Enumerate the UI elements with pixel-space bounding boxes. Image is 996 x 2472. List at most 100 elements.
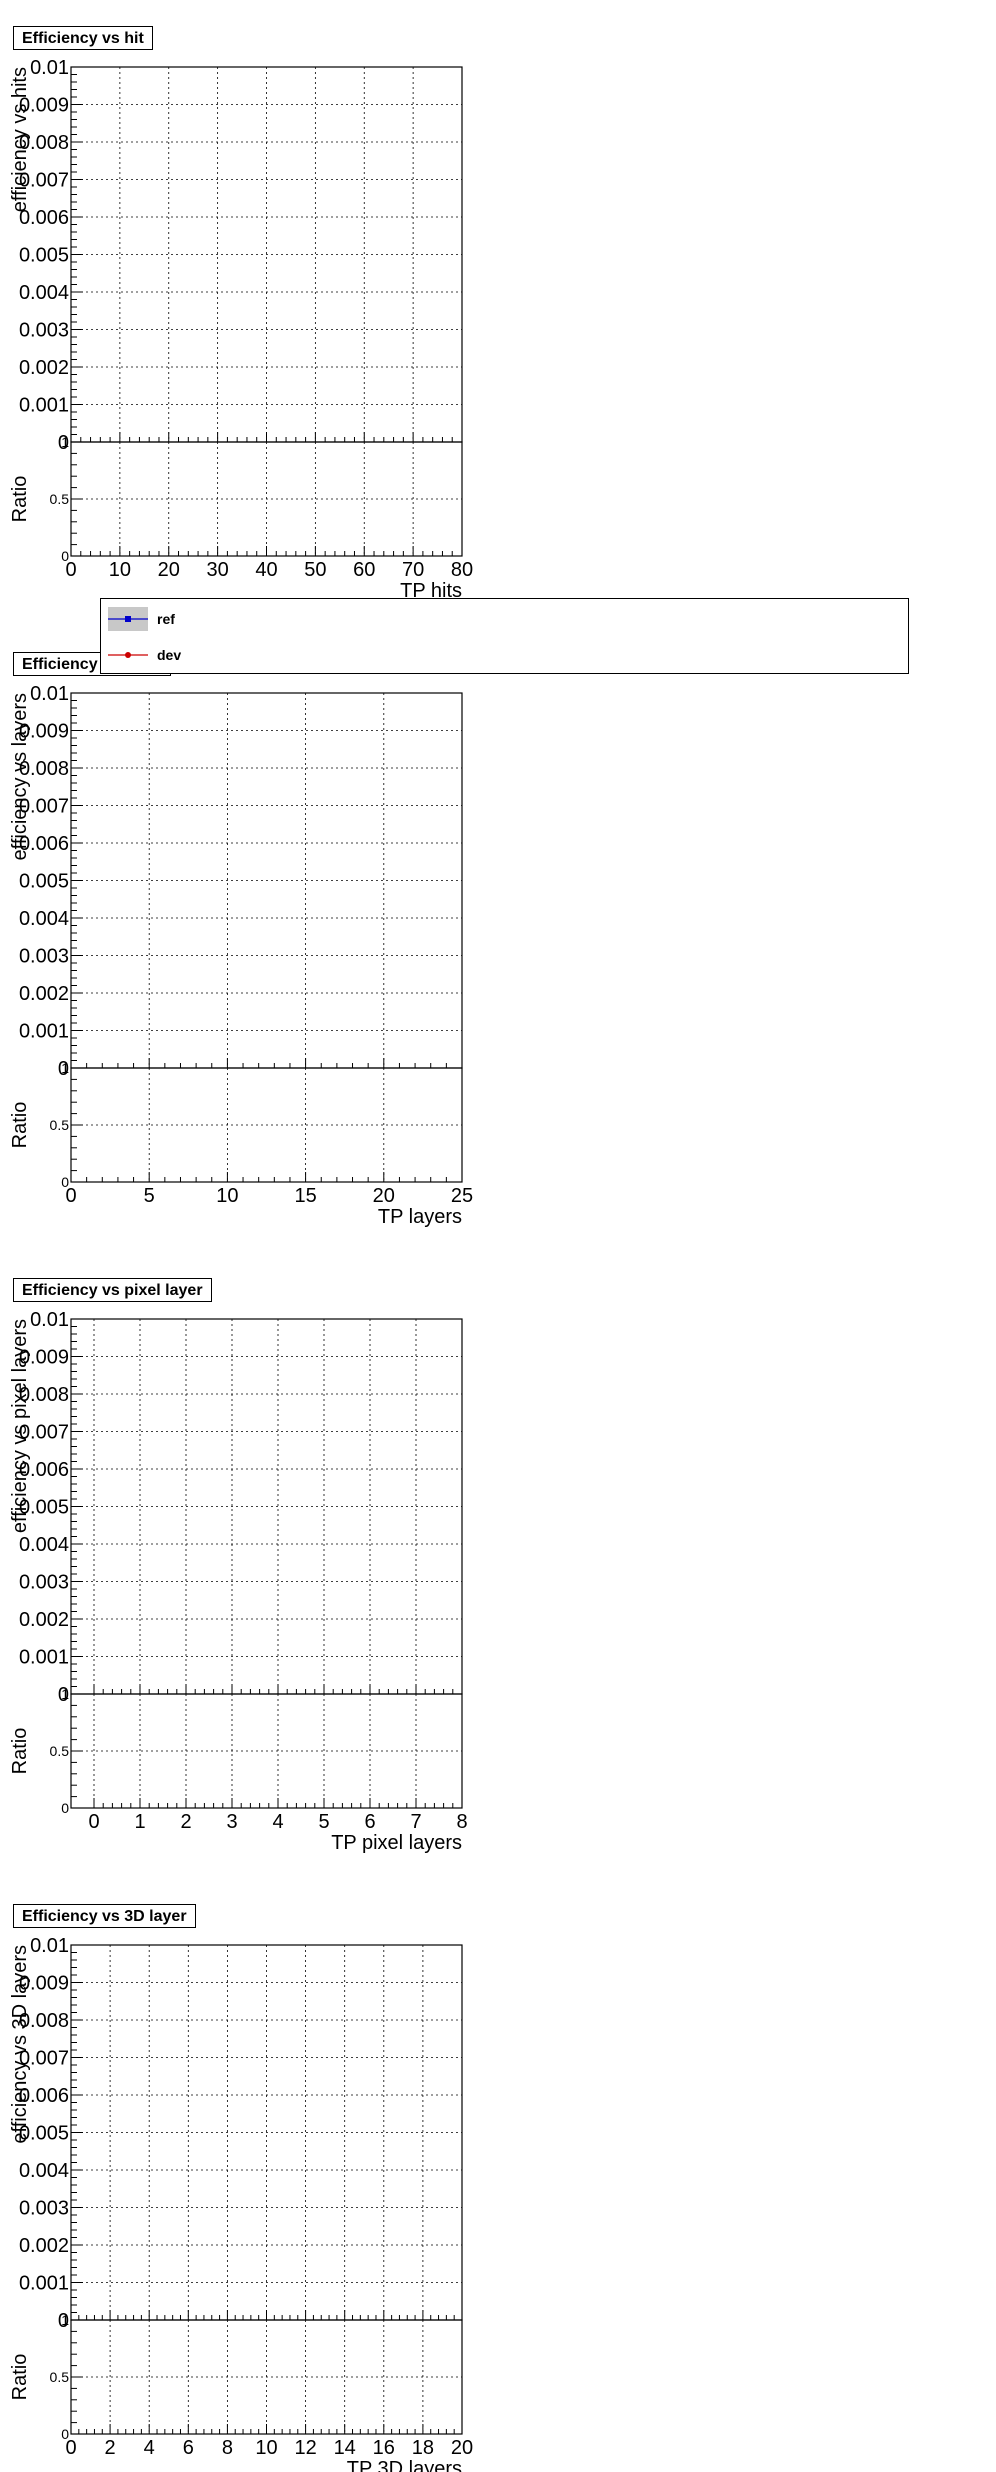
ratio-y-tick-label: 0	[61, 548, 69, 564]
y-tick-label: 0	[58, 1058, 69, 1080]
x-tick-label: 14	[334, 2437, 356, 2459]
legend-dev-marker-icon	[108, 652, 148, 658]
ratio-y-tick-label: 0.5	[50, 2369, 70, 2385]
ratio-y-tick-label: 1	[61, 2312, 69, 2328]
x-tick-label: 1	[134, 1811, 145, 1833]
y-tick-label: 0.008	[19, 758, 69, 780]
y-tick-label: 0.008	[19, 2010, 69, 2032]
y-tick-label: 0.007	[19, 2048, 69, 2070]
x-tick-label: 10	[109, 559, 131, 581]
ratio-y-tick-label: 0.5	[50, 1743, 70, 1759]
x-tick-label: 5	[318, 1811, 329, 1833]
y-tick-label: 0	[58, 1684, 69, 1706]
y-tick-label: 0.004	[19, 282, 69, 304]
y-tick-label: 0.001	[19, 395, 69, 417]
x-tick-label: 8	[222, 2437, 233, 2459]
x-tick-label: 0	[65, 559, 76, 581]
ratio-axis-title: Ratio	[9, 1102, 31, 1149]
ratio-axis-title: Ratio	[9, 476, 31, 523]
x-tick-label: 7	[410, 1811, 421, 1833]
y-tick-label: 0.005	[19, 2123, 69, 2145]
y-tick-label: 0.003	[19, 2198, 69, 2220]
y-tick-label: 0.003	[19, 946, 69, 968]
x-axis-title: TP layers	[378, 1206, 462, 1228]
y-tick-label: 0	[58, 432, 69, 454]
legend-label-ref: ref	[157, 611, 175, 627]
y-tick-label: 0.007	[19, 170, 69, 192]
x-tick-label: 25	[451, 1185, 473, 1207]
y-tick-label: 0.01	[30, 683, 69, 705]
y-tick-label: 0.009	[19, 721, 69, 743]
legend-entry-ref: ref	[101, 604, 401, 634]
x-tick-label: 4	[272, 1811, 283, 1833]
y-tick-label: 0.009	[19, 1347, 69, 1369]
x-tick-label: 20	[373, 1185, 395, 1207]
x-tick-label: 20	[451, 2437, 473, 2459]
y-axis-title: efficiency vs 3D layers	[9, 1945, 31, 2144]
ratio-axis-title: Ratio	[9, 1728, 31, 1775]
y-tick-label: 0.01	[30, 57, 69, 79]
x-tick-label: 0	[88, 1811, 99, 1833]
ratio-y-tick-label: 0.5	[50, 491, 70, 507]
x-tick-label: 40	[255, 559, 277, 581]
y-tick-label: 0.007	[19, 796, 69, 818]
y-axis-title: efficiency vs hits	[9, 67, 31, 212]
x-tick-label: 16	[373, 2437, 395, 2459]
x-tick-label: 6	[183, 2437, 194, 2459]
y-tick-label: 0.008	[19, 132, 69, 154]
y-tick-label: 0.002	[19, 357, 69, 379]
y-tick-label: 0.004	[19, 1534, 69, 1556]
y-tick-label: 0.004	[19, 2160, 69, 2182]
panel-title-3d-layer: Efficiency vs 3D layer	[13, 1904, 196, 1928]
y-axis-title: efficiency vs layers	[9, 693, 31, 860]
ratio-y-tick-label: 0.5	[50, 1117, 70, 1133]
ratio-axis-title: Ratio	[9, 2354, 31, 2401]
x-tick-label: 20	[158, 559, 180, 581]
y-tick-label: 0.004	[19, 908, 69, 930]
x-tick-label: 80	[451, 559, 473, 581]
panel-title-hit: Efficiency vs hit	[13, 26, 153, 50]
legend-ref-marker-icon	[108, 607, 148, 631]
x-tick-label: 5	[144, 1185, 155, 1207]
ratio-y-tick-label: 0	[61, 2426, 69, 2442]
x-tick-label: 0	[65, 1185, 76, 1207]
x-tick-label: 70	[402, 559, 424, 581]
y-axis-title: efficiency vs pixel layers	[9, 1319, 31, 1533]
y-tick-label: 0.009	[19, 1973, 69, 1995]
y-tick-label: 0.005	[19, 871, 69, 893]
y-tick-label: 0.006	[19, 207, 69, 229]
x-tick-label: 4	[144, 2437, 155, 2459]
y-tick-label: 0.002	[19, 2235, 69, 2257]
y-tick-label: 0.003	[19, 320, 69, 342]
x-tick-label: 10	[255, 2437, 277, 2459]
x-tick-label: 8	[456, 1811, 467, 1833]
ratio-y-tick-label: 1	[61, 1686, 69, 1702]
x-tick-label: 18	[412, 2437, 434, 2459]
x-tick-label: 60	[353, 559, 375, 581]
legend-entry-dev: dev	[101, 640, 401, 670]
legend-label-dev: dev	[157, 647, 182, 663]
y-tick-label: 0.001	[19, 2273, 69, 2295]
x-tick-label: 2	[180, 1811, 191, 1833]
x-tick-label: 2	[105, 2437, 116, 2459]
y-tick-label: 0.001	[19, 1021, 69, 1043]
x-tick-label: 10	[216, 1185, 238, 1207]
y-tick-label: 0.005	[19, 245, 69, 267]
x-tick-label: 15	[294, 1185, 316, 1207]
ratio-y-tick-label: 1	[61, 434, 69, 450]
panel-title-pixel-layer: Efficiency vs pixel layer	[13, 1278, 212, 1302]
y-tick-label: 0.006	[19, 2085, 69, 2107]
y-tick-label: 0.009	[19, 95, 69, 117]
y-tick-label: 0.006	[19, 833, 69, 855]
y-tick-label: 0.01	[30, 1309, 69, 1331]
y-tick-label: 0.007	[19, 1422, 69, 1444]
x-tick-label: 6	[364, 1811, 375, 1833]
x-axis-title: TP hits	[400, 580, 462, 602]
x-axis-title: TP 3D layers	[347, 2458, 462, 2472]
x-tick-label: 30	[207, 559, 229, 581]
x-tick-label: 0	[65, 2437, 76, 2459]
y-tick-label: 0.01	[30, 1935, 69, 1957]
x-tick-label: 12	[294, 2437, 316, 2459]
ratio-y-tick-label: 0	[61, 1174, 69, 1190]
ratio-y-tick-label: 1	[61, 1060, 69, 1076]
